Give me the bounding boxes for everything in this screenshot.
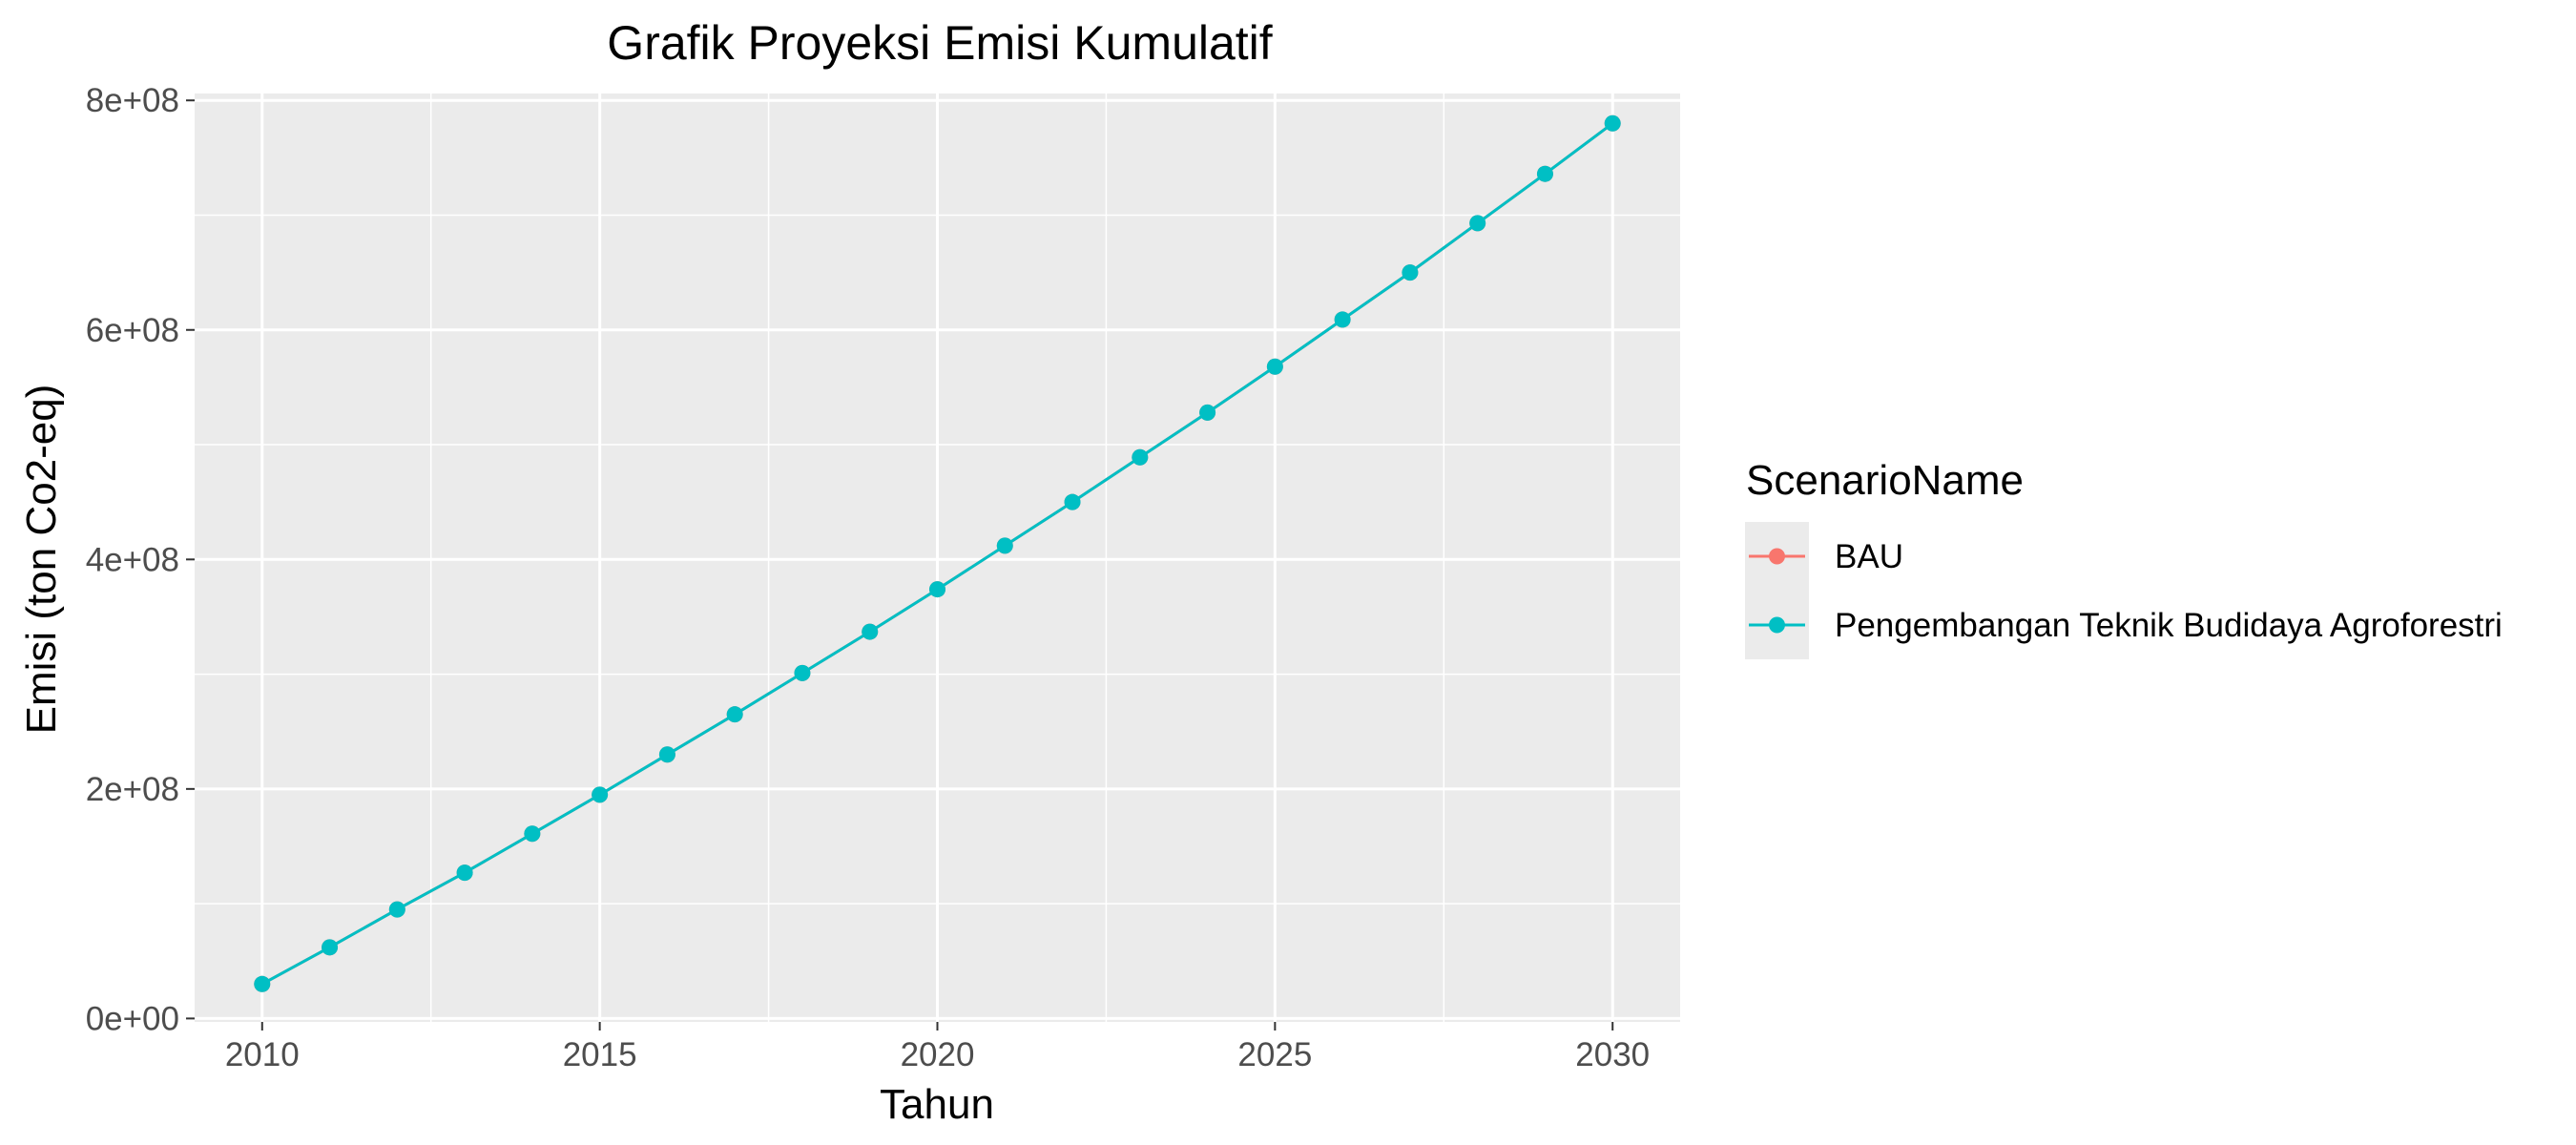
- legend-key-point: [1769, 548, 1785, 565]
- data-point: [592, 786, 609, 803]
- data-point: [1402, 264, 1419, 281]
- data-point: [1132, 448, 1149, 466]
- data-point: [929, 581, 945, 598]
- data-point: [1064, 493, 1081, 510]
- data-point: [794, 664, 811, 681]
- data-point: [1604, 114, 1621, 132]
- data-point: [456, 864, 473, 882]
- x-axis-title: Tahun: [880, 1081, 994, 1128]
- data-point: [996, 537, 1013, 554]
- y-tick-label: 8e+08: [86, 82, 179, 119]
- data-point: [1199, 404, 1216, 421]
- x-tick-label: 2020: [901, 1036, 975, 1073]
- legend-key-point: [1769, 616, 1785, 634]
- data-point: [1266, 358, 1283, 375]
- legend-title: ScenarioName: [1746, 457, 2024, 504]
- y-axis: 0e+00 2e+08 4e+08 6e+08 8e+08: [86, 82, 195, 1037]
- major-gridlines: [195, 94, 1680, 1022]
- data-point: [1536, 165, 1553, 182]
- x-axis: 2010 2015 2020 2025 2030: [225, 1022, 1650, 1073]
- data-point: [1334, 311, 1351, 328]
- series-layer: [254, 114, 1621, 992]
- data-point: [658, 746, 675, 763]
- x-tick-label: 2015: [563, 1036, 637, 1073]
- y-tick-label: 2e+08: [86, 771, 179, 808]
- legend-label: Pengembangan Teknik Budidaya Agroforestr…: [1835, 607, 2503, 644]
- x-tick-label: 2025: [1237, 1036, 1312, 1073]
- legend-items: BAU Pengembangan Teknik Budidaya Agrofore…: [1745, 522, 2503, 659]
- x-tick-label: 2010: [225, 1036, 300, 1073]
- data-point: [388, 901, 405, 918]
- chart-title: Grafik Proyeksi Emisi Kumulatif: [607, 16, 1272, 70]
- data-point: [322, 939, 339, 956]
- y-tick-label: 0e+00: [86, 1000, 179, 1037]
- data-point: [254, 975, 271, 992]
- x-tick-label: 2030: [1575, 1036, 1650, 1073]
- y-axis-title: Emisi (ton Co2-eq): [18, 385, 65, 735]
- legend-label: BAU: [1835, 538, 1903, 575]
- data-point: [862, 623, 879, 640]
- data-point: [524, 825, 541, 843]
- data-point: [726, 706, 743, 723]
- data-point: [1469, 215, 1486, 232]
- y-tick-label: 6e+08: [86, 312, 179, 349]
- y-tick-label: 4e+08: [86, 541, 179, 578]
- legend: ScenarioName BAU Pengembangan Teknik Budi…: [1745, 457, 2503, 659]
